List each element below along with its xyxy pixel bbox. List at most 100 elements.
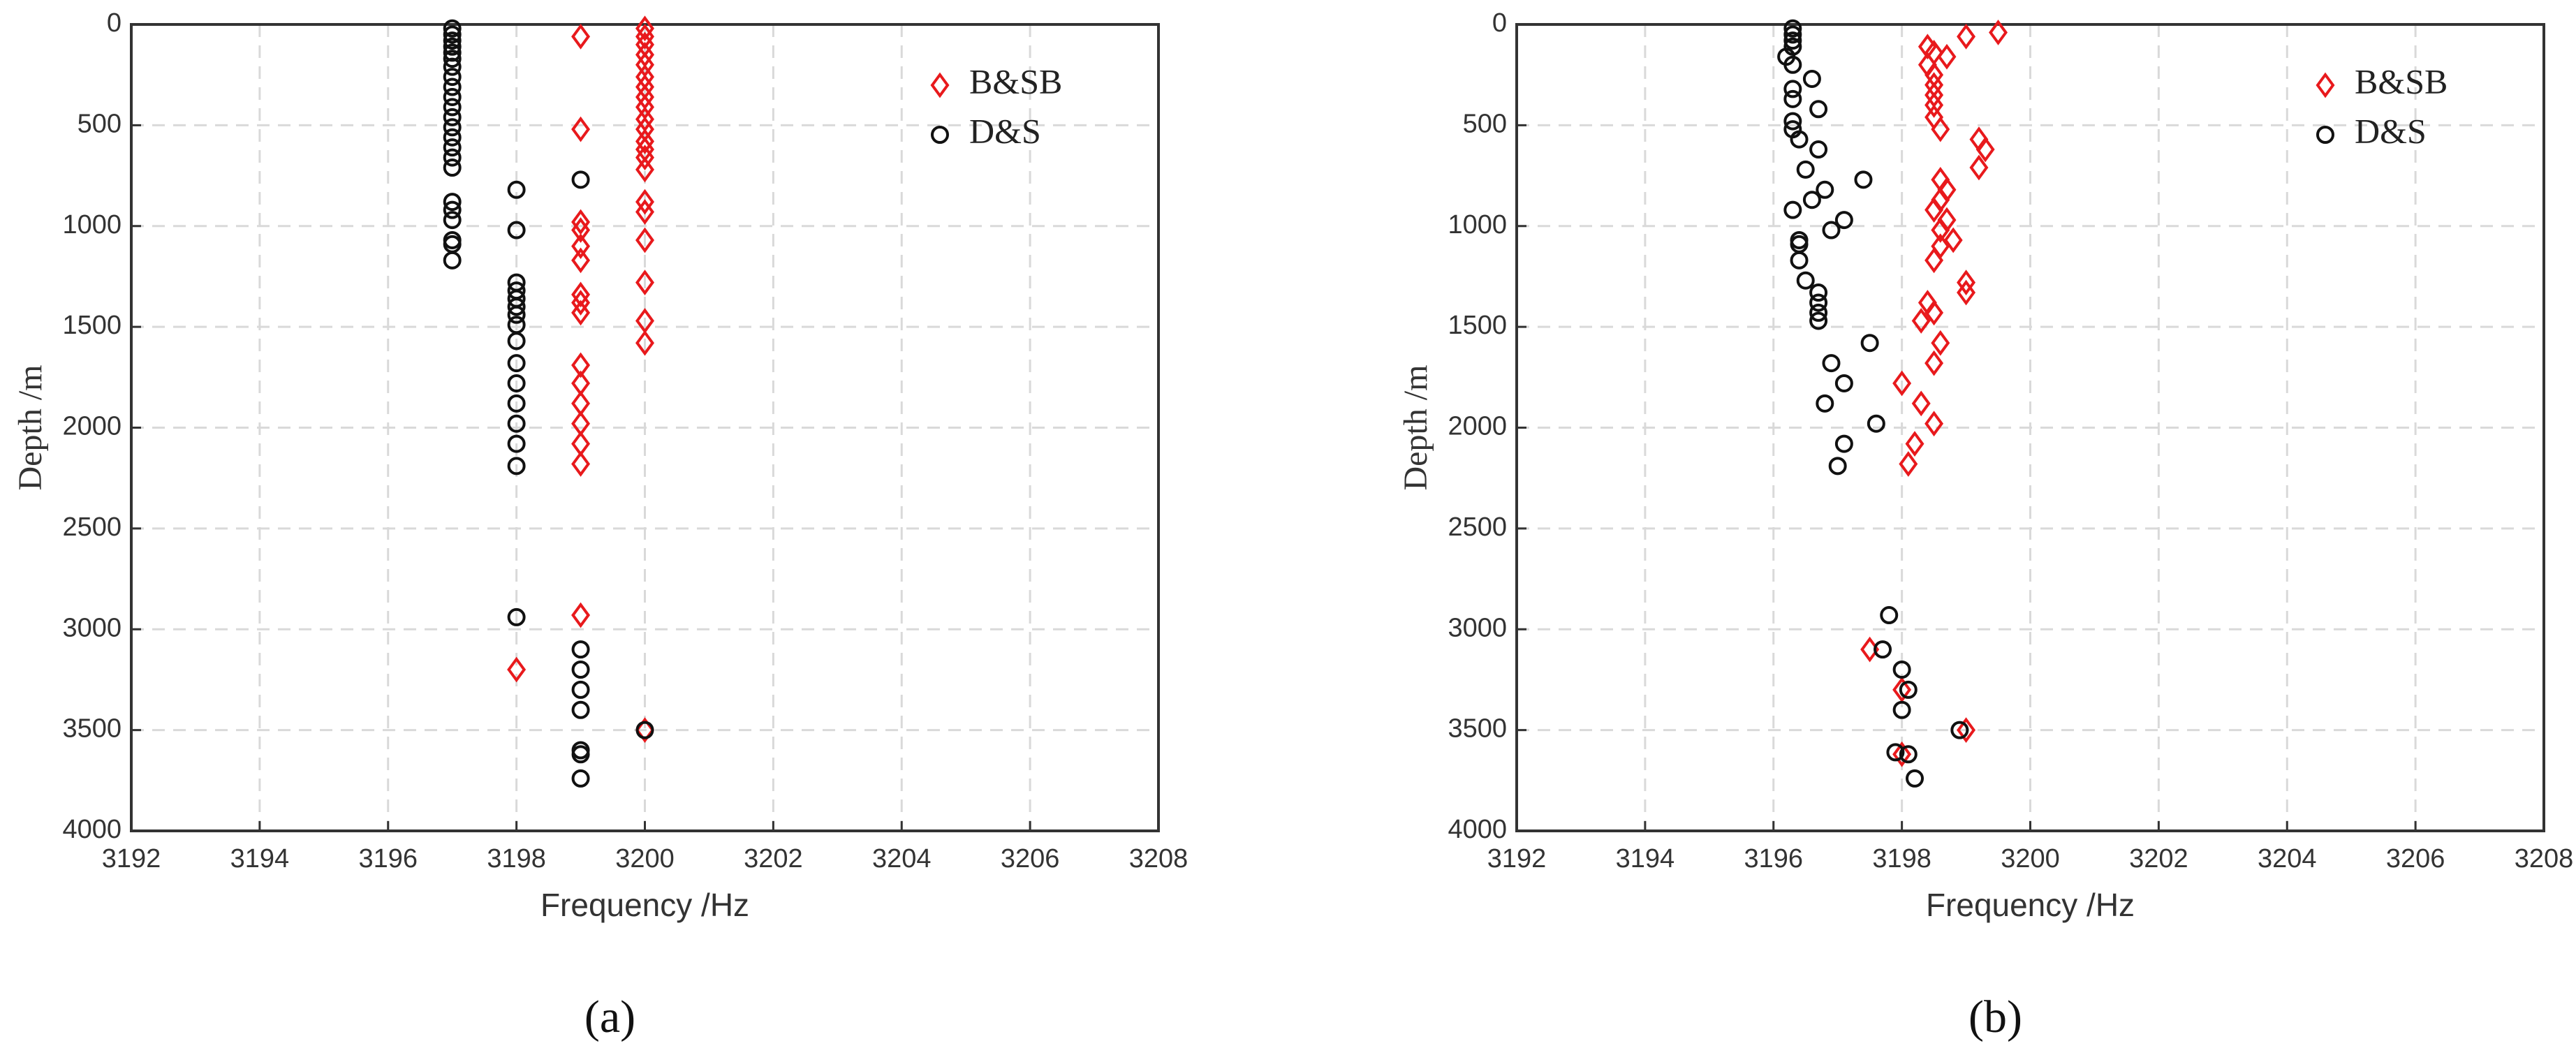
- point: [1906, 769, 1924, 788]
- point: [571, 640, 590, 659]
- point: [1892, 741, 1912, 767]
- point: [1783, 89, 1802, 108]
- point: [1957, 23, 1976, 50]
- point: [635, 270, 654, 295]
- x-tick-label: 3204: [872, 844, 932, 873]
- point: [1931, 116, 1950, 142]
- point: [443, 158, 462, 177]
- point: [1943, 227, 1963, 253]
- y-axis-label: Depth /m: [1397, 365, 1434, 491]
- point: [443, 148, 462, 167]
- point: [1880, 606, 1899, 625]
- y-tick-label: 1500: [1448, 311, 1507, 340]
- x-axis-label: Frequency /Hz: [540, 887, 749, 923]
- y-tick-label: 3000: [1448, 613, 1507, 642]
- x-tick-label: 3208: [1129, 844, 1188, 873]
- point: [571, 290, 591, 316]
- point: [571, 451, 591, 477]
- x-tick-label: 3192: [102, 844, 161, 873]
- y-tick-label: 3000: [62, 613, 122, 642]
- point: [635, 227, 654, 253]
- x-tick-label: 3200: [2001, 844, 2060, 873]
- point: [571, 170, 590, 189]
- point: [635, 717, 654, 744]
- point: [507, 354, 526, 373]
- point: [443, 25, 462, 44]
- point: [1924, 300, 1944, 326]
- point: [443, 193, 462, 212]
- point: [1892, 661, 1911, 679]
- point: [635, 128, 654, 154]
- point: [443, 57, 462, 76]
- point: [1892, 700, 1911, 719]
- x-tick-label: 3206: [2386, 844, 2445, 873]
- point: [571, 23, 591, 50]
- point: [1957, 717, 1976, 744]
- point: [507, 221, 526, 239]
- y-tick-label: 500: [78, 109, 122, 138]
- point: [1937, 43, 1957, 70]
- point: [507, 374, 526, 392]
- point: [443, 19, 462, 38]
- x-tick-label: 3196: [1744, 844, 1803, 873]
- legend-label: B&SB: [2355, 61, 2448, 101]
- point: [443, 31, 462, 50]
- point: [571, 217, 591, 243]
- point: [571, 700, 590, 719]
- point: [1796, 160, 1815, 179]
- y-tick-label: 1000: [1448, 210, 1507, 239]
- point: [635, 721, 654, 739]
- y-tick-label: 1500: [62, 311, 122, 340]
- y-tick-label: 0: [107, 8, 122, 38]
- point: [443, 211, 462, 230]
- point: [1860, 334, 1879, 353]
- point: [1892, 677, 1912, 703]
- y-tick-label: 4000: [62, 815, 122, 844]
- point: [507, 180, 526, 199]
- plot-frame: [1515, 23, 2545, 832]
- point: [1783, 19, 1802, 38]
- point: [443, 138, 462, 157]
- point: [1931, 217, 1950, 243]
- y-tick-label: 3500: [1448, 714, 1507, 744]
- point: [1783, 55, 1802, 74]
- point: [571, 769, 590, 788]
- legend-label: D&S: [969, 111, 1041, 150]
- point: [635, 199, 654, 225]
- y-tick-label: 500: [1463, 109, 1507, 138]
- point: [443, 37, 462, 56]
- point: [635, 189, 654, 215]
- point: [571, 209, 591, 235]
- point: [1822, 354, 1841, 373]
- point: [1802, 69, 1821, 88]
- point: [507, 434, 526, 453]
- point: [1899, 680, 1918, 699]
- point: [571, 352, 591, 378]
- x-tick-label: 3204: [2258, 844, 2317, 873]
- point: [571, 602, 591, 628]
- point: [1834, 374, 1853, 392]
- point: [1783, 31, 1802, 50]
- x-tick-label: 3198: [1872, 844, 1931, 873]
- point: [507, 297, 526, 316]
- point: [443, 50, 462, 68]
- point: [571, 661, 590, 679]
- point: [635, 156, 654, 183]
- point: [1809, 311, 1828, 330]
- point: [443, 251, 462, 270]
- x-tick-label: 3202: [2129, 844, 2188, 873]
- point: [1796, 271, 1815, 290]
- point: [571, 745, 590, 764]
- point: [443, 78, 462, 96]
- point: [1816, 180, 1834, 199]
- legend-marker: [2316, 72, 2335, 98]
- y-tick-label: 4000: [1448, 815, 1507, 844]
- point: [507, 656, 527, 683]
- point: [1899, 745, 1918, 764]
- point: [1924, 92, 1944, 118]
- point: [1809, 140, 1828, 159]
- point: [1854, 170, 1873, 189]
- point: [1924, 411, 1944, 437]
- point: [571, 300, 591, 326]
- point: [1790, 130, 1809, 149]
